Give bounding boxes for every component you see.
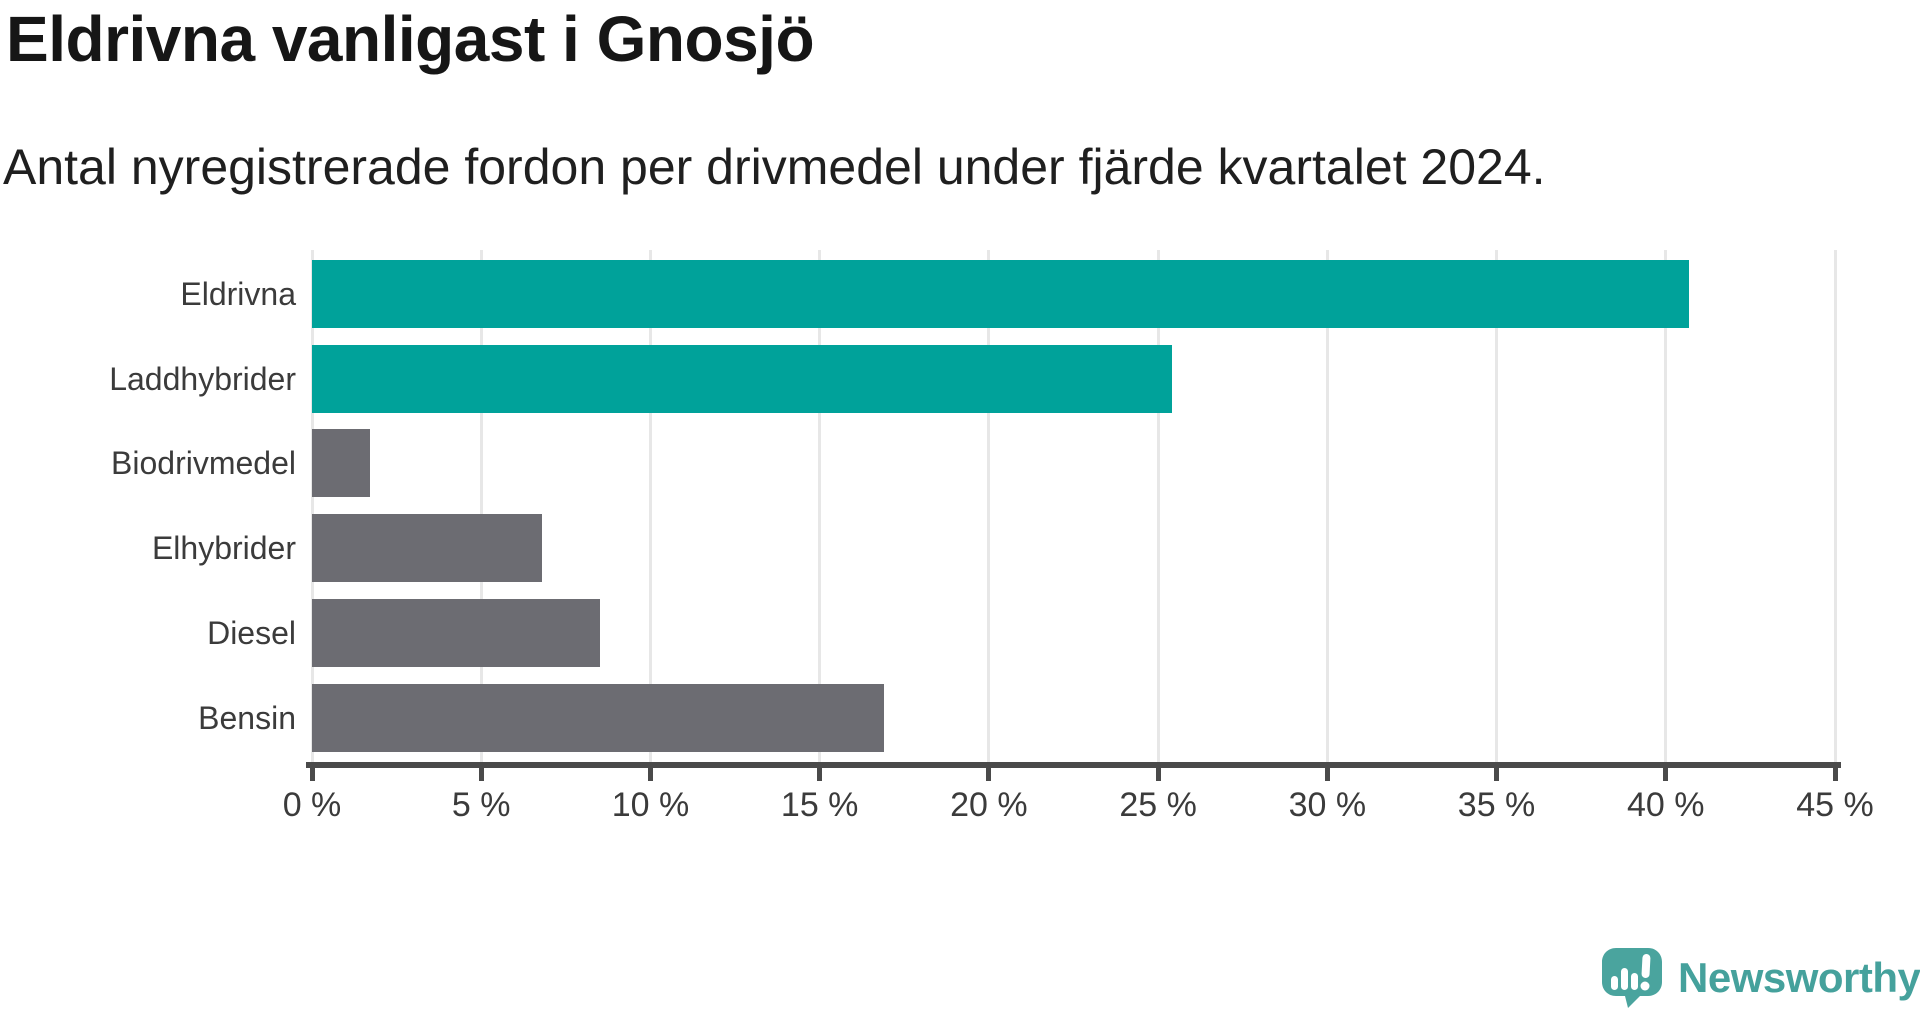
category-label-eldrivna: Eldrivna — [180, 276, 296, 312]
x-tick-mark-25 — [1155, 768, 1161, 781]
bar-laddhybrider — [312, 344, 1172, 413]
x-tick-label-0: 0 % — [282, 786, 342, 824]
gridline-35 — [1495, 250, 1499, 762]
x-tick-mark-0 — [309, 768, 315, 781]
category-label-diesel: Diesel — [207, 614, 296, 651]
category-label-bensin: Bensin — [198, 699, 296, 736]
bar-diesel — [312, 598, 600, 667]
gridline-40 — [1664, 250, 1668, 762]
gridline-5 — [479, 250, 483, 762]
category-label-elhybrider: Elhybrider — [151, 530, 296, 567]
y-axis-labels: Eldrivna Laddhybrider Biodrivmedel Elhybrid… — [0, 250, 296, 762]
x-tick-mark-30 — [1324, 768, 1330, 781]
newsworthy-logo: Newsworthy — [1600, 946, 1920, 1010]
x-tick-mark-5 — [478, 768, 484, 781]
x-tick-label-45: 45 % — [1796, 786, 1874, 824]
newsworthy-logo-text: Newsworthy — [1678, 954, 1920, 1001]
page-title: Eldrivna vanligast i Gnosjö — [6, 3, 815, 75]
x-tick-label-30: 30 % — [1288, 786, 1367, 824]
x-tick-label-35: 35 % — [1457, 786, 1536, 824]
gridline-45 — [1833, 250, 1837, 762]
x-tick-label-20: 20 % — [950, 786, 1028, 824]
x-tick-mark-20 — [986, 768, 992, 781]
x-tick-label-40: 40 % — [1627, 786, 1705, 824]
x-tick-mark-40 — [1663, 768, 1669, 781]
x-tick-label-25: 25 % — [1119, 786, 1197, 824]
x-axis-line — [306, 762, 1841, 768]
x-tick-label-5: 5 % — [451, 786, 511, 824]
newsworthy-bubble-chart-icon — [1600, 946, 1664, 1010]
chart-subtitle: Antal nyregistrerade fordon per drivmede… — [3, 139, 1546, 195]
bar-bensin — [312, 683, 884, 752]
category-label-laddhybrider: Laddhybrider — [109, 360, 296, 397]
x-tick-label-15: 15 % — [780, 786, 859, 824]
gridline-0 — [310, 250, 314, 762]
gridline-25 — [1156, 250, 1160, 762]
gridline-15 — [818, 250, 822, 762]
gridline-20 — [987, 250, 991, 762]
category-label-biodrivmedel: Biodrivmedel — [111, 445, 296, 482]
x-tick-label-10: 10 % — [611, 786, 690, 824]
gridline-10 — [648, 250, 652, 762]
x-tick-mark-45 — [1832, 768, 1838, 781]
x-tick-mark-35 — [1494, 768, 1500, 781]
bar-biodrivmedel — [312, 429, 370, 498]
bar-elhybrider — [312, 514, 543, 583]
bar-eldrivna — [312, 260, 1690, 328]
x-tick-mark-15 — [817, 768, 823, 781]
plot-area: 0 % 5 % 10 % 15 % 20 % 25 % 30 % 35 % 40 % 45 % — [283, 250, 1874, 824]
gridline-30 — [1325, 250, 1329, 762]
x-tick-mark-10 — [647, 768, 653, 781]
